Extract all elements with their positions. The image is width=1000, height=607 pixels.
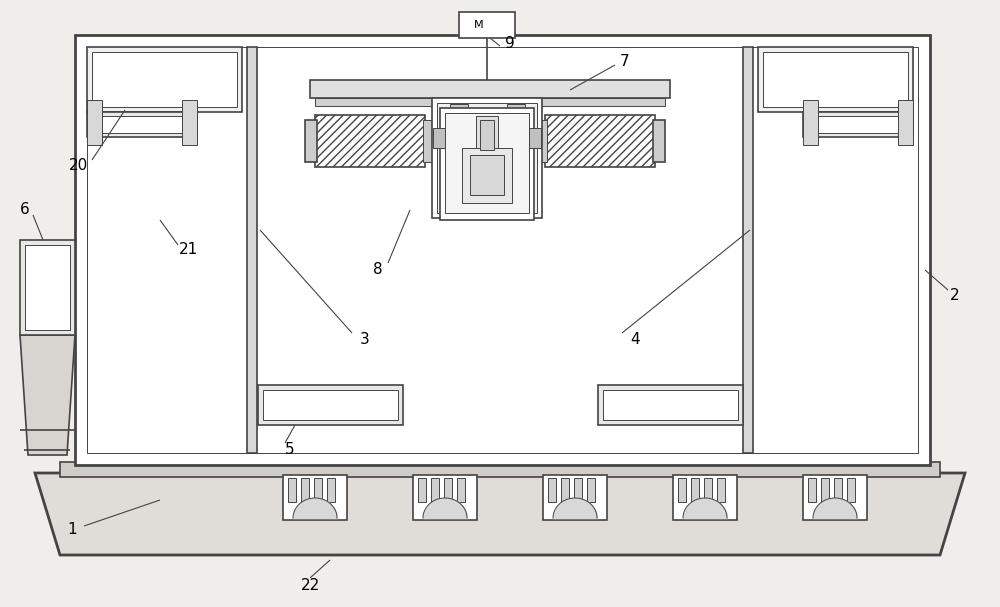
Bar bbox=[327, 478, 335, 502]
Bar bbox=[678, 478, 686, 502]
Bar bbox=[87, 47, 242, 112]
Bar bbox=[444, 478, 452, 502]
Text: 21: 21 bbox=[178, 243, 198, 257]
Text: 1: 1 bbox=[67, 523, 77, 538]
Bar bbox=[92, 116, 192, 133]
Bar bbox=[561, 478, 569, 502]
Bar bbox=[803, 100, 818, 145]
Text: 3: 3 bbox=[360, 333, 370, 347]
Bar bbox=[543, 475, 607, 520]
Bar bbox=[459, 12, 515, 38]
Bar bbox=[305, 120, 317, 162]
Bar bbox=[432, 98, 542, 218]
Polygon shape bbox=[20, 335, 75, 455]
Text: 6: 6 bbox=[20, 203, 30, 217]
Bar bbox=[462, 148, 512, 203]
Bar bbox=[673, 475, 737, 520]
Bar bbox=[603, 390, 738, 420]
Bar bbox=[548, 478, 556, 502]
Bar bbox=[263, 390, 398, 420]
Bar bbox=[315, 115, 425, 167]
Bar bbox=[529, 128, 541, 148]
Text: 5: 5 bbox=[285, 443, 295, 458]
Bar bbox=[898, 100, 913, 145]
Bar bbox=[476, 116, 498, 184]
Bar bbox=[763, 52, 908, 107]
Bar bbox=[25, 245, 70, 330]
Bar bbox=[413, 475, 477, 520]
Bar bbox=[60, 462, 940, 477]
Bar bbox=[283, 475, 347, 520]
Bar bbox=[87, 100, 102, 145]
Bar bbox=[653, 120, 665, 162]
Bar bbox=[758, 47, 913, 112]
Bar bbox=[288, 478, 296, 502]
Bar bbox=[418, 478, 426, 502]
Bar bbox=[87, 112, 197, 137]
Bar bbox=[301, 478, 309, 502]
Bar bbox=[743, 47, 753, 453]
Text: 2: 2 bbox=[950, 288, 960, 302]
Bar bbox=[545, 115, 655, 167]
Bar bbox=[258, 385, 403, 425]
Text: 9: 9 bbox=[505, 35, 515, 50]
Bar bbox=[834, 478, 842, 502]
Text: 8: 8 bbox=[373, 262, 383, 277]
Bar bbox=[437, 103, 537, 213]
Bar bbox=[808, 478, 816, 502]
Bar bbox=[574, 478, 582, 502]
Text: 7: 7 bbox=[620, 55, 630, 69]
Bar bbox=[598, 385, 743, 425]
Bar bbox=[440, 108, 534, 220]
Bar bbox=[445, 113, 529, 213]
Bar bbox=[704, 478, 712, 502]
Bar bbox=[507, 104, 525, 114]
Bar bbox=[537, 120, 547, 162]
Text: 22: 22 bbox=[300, 577, 320, 592]
Bar bbox=[808, 116, 908, 133]
Bar bbox=[457, 478, 465, 502]
Text: M: M bbox=[474, 20, 484, 30]
Bar bbox=[247, 47, 257, 453]
Bar bbox=[847, 478, 855, 502]
Bar bbox=[450, 104, 468, 114]
Bar bbox=[310, 80, 670, 98]
Bar bbox=[717, 478, 725, 502]
Bar bbox=[92, 52, 237, 107]
Bar bbox=[87, 47, 918, 453]
Text: 4: 4 bbox=[630, 333, 640, 347]
Bar bbox=[20, 240, 75, 335]
Bar bbox=[691, 478, 699, 502]
Bar bbox=[75, 35, 930, 465]
Polygon shape bbox=[35, 473, 965, 555]
Bar bbox=[803, 475, 867, 520]
Text: 20: 20 bbox=[68, 157, 88, 172]
Bar bbox=[182, 100, 197, 145]
Bar bbox=[315, 98, 665, 106]
Bar bbox=[433, 128, 445, 148]
Bar bbox=[431, 478, 439, 502]
Bar bbox=[470, 155, 504, 195]
Bar bbox=[587, 478, 595, 502]
Bar bbox=[314, 478, 322, 502]
Bar bbox=[803, 112, 913, 137]
Bar bbox=[480, 120, 494, 150]
Bar bbox=[423, 120, 433, 162]
Bar bbox=[821, 478, 829, 502]
